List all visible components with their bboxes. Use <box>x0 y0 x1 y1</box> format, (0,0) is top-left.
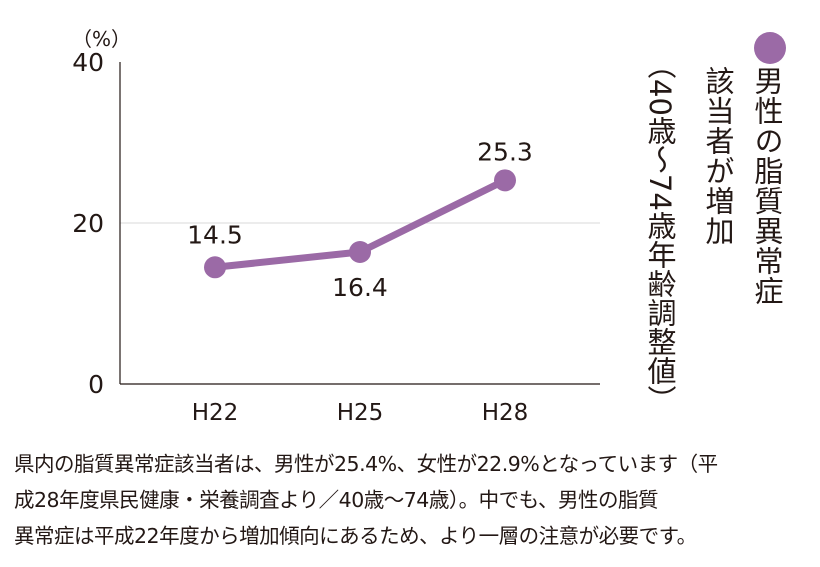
caption-line-2: 成28年度県民健康・栄養調査より／40歳～74歳）。中でも、男性の脂質 <box>14 488 658 512</box>
x-tick-label: H25 <box>337 400 384 426</box>
data-label: 25.3 <box>477 137 533 166</box>
caption-line-3: 異常症は平成22年度から増加傾向にあるため、より一層の注意が必要です。 <box>14 524 697 548</box>
line-chart: （%） 0 20 40 H22 H25 H28 14.5 16.4 25.3 <box>72 27 600 426</box>
legend-marker-icon <box>754 32 786 64</box>
data-label: 16.4 <box>332 273 388 302</box>
x-tick-label: H28 <box>482 400 529 426</box>
y-unit-label: （%） <box>72 27 131 51</box>
y-tick-label: 0 <box>88 370 104 399</box>
data-point <box>349 240 371 263</box>
data-label: 14.5 <box>187 220 243 249</box>
legend-line-3: （40歳～74歳年齢調整値） <box>643 50 677 414</box>
y-tick-label: 40 <box>72 48 104 77</box>
data-point <box>494 169 516 192</box>
caption: 県内の脂質異常症該当者は、男性が25.4%、女性が22.9%となっています（平 … <box>14 446 814 554</box>
legend-line-1: 男性の脂質異常症 <box>750 66 784 306</box>
data-point <box>204 256 226 279</box>
x-tick-label: H22 <box>192 400 239 426</box>
caption-line-1: 県内の脂質異常症該当者は、男性が25.4%、女性が22.9%となっています（平 <box>14 452 718 476</box>
y-tick-label: 20 <box>72 209 104 238</box>
legend-line-2: 該当者が増加 <box>701 66 735 246</box>
